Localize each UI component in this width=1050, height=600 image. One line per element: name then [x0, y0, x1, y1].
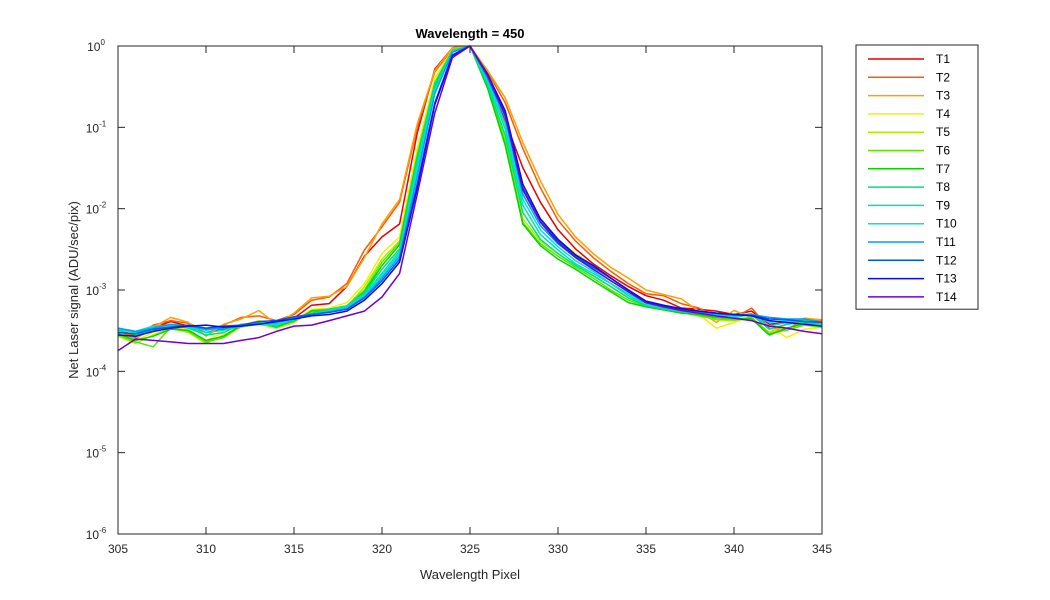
legend-label-t10: T10	[936, 217, 957, 231]
y-tick-label: 100	[87, 38, 105, 54]
x-tick-label: 305	[108, 542, 128, 556]
legend-label-t2: T2	[936, 70, 950, 84]
legend-label-t1: T1	[936, 52, 950, 66]
legend-label-t7: T7	[936, 162, 950, 176]
x-tick-label: 330	[548, 542, 568, 556]
axes: 305 310 315 320 325 330 335 340 345 10-6 10-5 10-4 1…	[86, 38, 833, 556]
legend-label-t3: T3	[936, 89, 950, 103]
legend-label-t13: T13	[936, 272, 957, 286]
y-tick-label: 10-2	[86, 201, 107, 217]
legend-box	[855, 44, 979, 310]
y-tick-label: 10-3	[86, 282, 107, 298]
x-tick-label: 315	[284, 542, 304, 556]
x-tick-label: 325	[460, 542, 480, 556]
x-tick-label: 320	[372, 542, 392, 556]
legend-label-t9: T9	[936, 198, 950, 212]
y-tick-label: 10-1	[86, 119, 107, 135]
legend-label-t6: T6	[936, 144, 950, 158]
x-tick-label: 340	[724, 542, 744, 556]
y-tick-label: 10-5	[86, 445, 107, 461]
legend-label-t11: T11	[936, 235, 956, 249]
x-tick-label: 345	[812, 542, 832, 556]
x-tick-label: 310	[196, 542, 216, 556]
legend-label-t4: T4	[936, 107, 950, 121]
y-axis-label: Net Laser signal (ADU/sec/pix)	[66, 201, 81, 379]
y-tick-label: 10-4	[86, 363, 107, 379]
chart-title: Wavelength = 450	[416, 26, 525, 41]
legend-label-t12: T12	[936, 253, 957, 267]
legend-label-t8: T8	[936, 180, 950, 194]
x-tick-label: 335	[636, 542, 656, 556]
legend-label-t14: T14	[936, 290, 957, 304]
x-axis-label: Wavelength Pixel	[420, 567, 520, 582]
legend: T1 T2 T3 T4 T5 T6 T7 T8 T9 T10 T11 T12 T13 T14	[855, 44, 979, 310]
legend-label-t5: T5	[936, 125, 950, 139]
y-tick-label: 10-6	[86, 526, 107, 542]
